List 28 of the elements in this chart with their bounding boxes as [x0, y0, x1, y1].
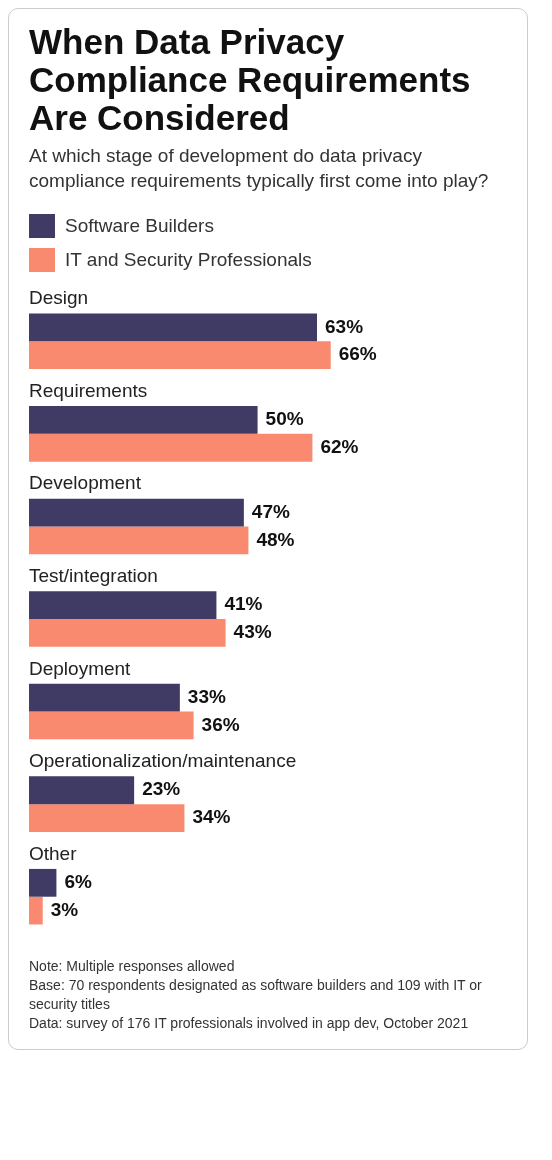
data-label: 50%	[265, 408, 304, 430]
data-label: 62%	[320, 435, 359, 457]
chart-subtitle: At which stage of development do data privacy compliance requirements typically first come into play?	[29, 144, 490, 193]
data-label: 34%	[192, 806, 231, 828]
y-tick-label: Test/integration	[29, 564, 158, 586]
y-tick-label: Other	[29, 842, 78, 864]
data-label: 43%	[233, 621, 272, 643]
y-tick-label: Development	[29, 472, 142, 494]
y-tick-label: Requirements	[29, 379, 148, 401]
text: Note: Multiple responses allowed	[29, 957, 236, 976]
data-label: 36%	[201, 713, 240, 735]
data-label: 41%	[224, 593, 263, 615]
data-label: 6%	[64, 871, 92, 893]
data-label: 33%	[187, 685, 226, 707]
chart-title: When Data Privacy Compliance Requirements Are Considered	[29, 22, 472, 137]
data-label: 63%	[325, 315, 364, 337]
y-tick-label: Deployment	[29, 657, 132, 679]
data-label: 23%	[142, 778, 181, 800]
text: Base: 70 respondents designated as software builders and 109 with IT or security titles	[29, 976, 483, 1014]
y-tick-label: Operationalization/maintenance	[29, 750, 297, 772]
data-label: 48%	[256, 528, 295, 550]
data-label: 3%	[50, 898, 79, 920]
data-label: 66%	[338, 343, 377, 365]
text: Data: survey of 176 IT professionals involved in app dev, October 2021	[29, 1014, 470, 1033]
y-tick-label: Design	[29, 287, 89, 309]
data-label: 47%	[251, 500, 290, 522]
legend-label: IT and Security Professionals	[65, 249, 312, 271]
legend-label: Software Builders	[65, 215, 214, 237]
